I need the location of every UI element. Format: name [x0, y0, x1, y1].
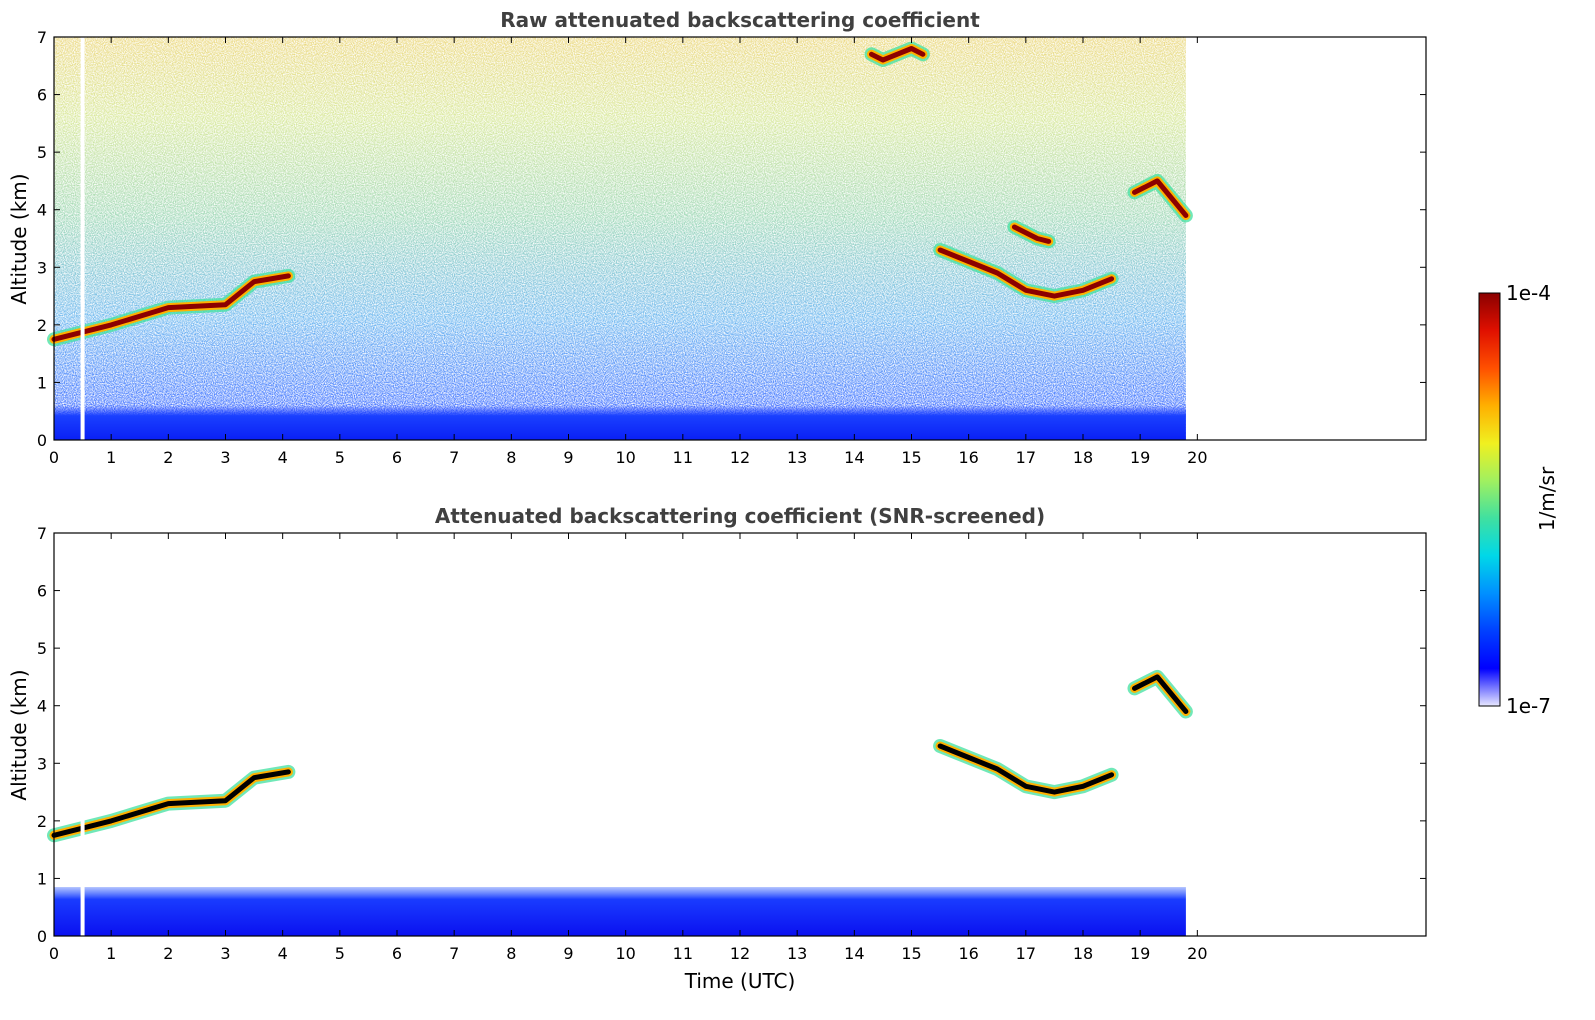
- raw-cloud-core: [51, 273, 291, 342]
- raw-x-tick-label: 14: [844, 448, 864, 467]
- raw-x-tick-label: 10: [615, 448, 635, 467]
- colorbar: 1e-4 1e-7 1/m/sr: [1478, 281, 1559, 718]
- snr-x-tick-label: 14: [844, 944, 864, 963]
- raw-y-tick-label: 3: [37, 258, 47, 277]
- raw-cloud-core: [1132, 178, 1189, 218]
- raw-x-tick-label: 11: [673, 448, 693, 467]
- snr-x-tick-label: 2: [163, 944, 173, 963]
- colorbar-min-label: 1e-7: [1506, 694, 1551, 718]
- snr-cloud-core: [1132, 674, 1189, 714]
- snr-y-tick-label: 3: [37, 754, 47, 773]
- raw-panel: Raw attenuated backscattering coefficien…: [7, 8, 1427, 467]
- raw-cloud-core: [937, 247, 1115, 299]
- raw-y-tick-label: 1: [37, 373, 47, 392]
- snr-heatmap: [47, 533, 1193, 936]
- raw-x-tick-label: 2: [163, 448, 173, 467]
- raw-y-label: Altitude (km): [7, 173, 31, 304]
- raw-noise-speckle: [54, 37, 1186, 440]
- raw-y-axis: 0 1 2 3 4 5 6 7: [37, 28, 1426, 450]
- raw-x-tick-label: 19: [1130, 448, 1150, 467]
- raw-x-tick-label: 0: [49, 448, 59, 467]
- snr-x-axis: 0 1 2 3 4 5 6 7 8 9 10 11 12 13 14 15 16 17 18 19 20: [49, 533, 1208, 963]
- raw-x-tick-label: 18: [1073, 448, 1093, 467]
- snr-y-tick-label: 7: [37, 524, 47, 543]
- raw-title: Raw attenuated backscattering coefficien…: [500, 8, 980, 32]
- snr-x-tick-label: 5: [335, 944, 345, 963]
- snr-x-tick-label: 8: [506, 944, 516, 963]
- raw-x-tick-label: 5: [335, 448, 345, 467]
- raw-y-tick-label: 5: [37, 143, 47, 162]
- snr-x-label: Time (UTC): [684, 969, 796, 993]
- snr-y-tick-label: 0: [37, 927, 47, 946]
- snr-x-tick-label: 9: [563, 944, 573, 963]
- snr-panel: Attenuated backscattering coefficient (S…: [7, 504, 1427, 993]
- colorbar-max-label: 1e-4: [1506, 281, 1551, 305]
- colorbar-unit-label: 1/m/sr: [1535, 466, 1559, 531]
- raw-heatmap: [47, 37, 1193, 440]
- snr-x-tick-label: 0: [49, 944, 59, 963]
- snr-y-axis: 0 1 2 3 4 5 6 7: [37, 524, 1426, 946]
- snr-title: Attenuated backscattering coefficient (S…: [435, 504, 1045, 528]
- snr-layer-boundary: [54, 887, 1186, 936]
- raw-x-tick-label: 17: [1016, 448, 1036, 467]
- snr-x-tick-label: 1: [106, 944, 116, 963]
- raw-x-tick-label: 16: [958, 448, 978, 467]
- snr-cloud-core: [51, 769, 291, 838]
- snr-x-tick-label: 7: [449, 944, 459, 963]
- raw-x-axis: 0 1 2 3 4 5 6 7 8 9 10 11 12 13 14 15 16 17 18 19 20: [49, 37, 1208, 467]
- snr-y-tick-label: 2: [37, 812, 47, 831]
- raw-x-tick-label: 1: [106, 448, 116, 467]
- snr-x-tick-label: 11: [673, 944, 693, 963]
- raw-x-tick-label: 3: [220, 448, 230, 467]
- raw-x-tick-label: 13: [787, 448, 807, 467]
- snr-x-tick-label: 18: [1073, 944, 1093, 963]
- raw-y-tick-label: 6: [37, 86, 47, 105]
- snr-x-tick-label: 6: [392, 944, 402, 963]
- raw-x-tick-label: 12: [730, 448, 750, 467]
- snr-x-tick-label: 19: [1130, 944, 1150, 963]
- raw-x-tick-label: 8: [506, 448, 516, 467]
- snr-y-tick-label: 6: [37, 582, 47, 601]
- snr-x-tick-label: 15: [901, 944, 921, 963]
- raw-y-tick-label: 7: [37, 28, 47, 47]
- snr-y-tick-label: 1: [37, 869, 47, 888]
- snr-x-tick-label: 13: [787, 944, 807, 963]
- snr-y-tick-label: 5: [37, 639, 47, 658]
- raw-cloud-core: [869, 46, 926, 63]
- snr-x-tick-label: 3: [220, 944, 230, 963]
- raw-data-gap: [80, 37, 85, 440]
- raw-y-tick-label: 4: [37, 201, 47, 220]
- raw-x-tick-label: 6: [392, 448, 402, 467]
- snr-x-tick-label: 4: [278, 944, 288, 963]
- snr-y-tick-label: 4: [37, 697, 47, 716]
- snr-x-tick-label: 12: [730, 944, 750, 963]
- snr-x-tick-label: 17: [1016, 944, 1036, 963]
- colorbar-gradient: [1478, 292, 1501, 707]
- raw-x-tick-label: 20: [1187, 448, 1207, 467]
- snr-cloud-core: [937, 743, 1115, 795]
- raw-cloud-core: [1011, 224, 1052, 244]
- raw-y-tick-label: 2: [37, 316, 47, 335]
- snr-data-gap: [80, 533, 85, 936]
- raw-x-tick-label: 4: [278, 448, 288, 467]
- raw-x-tick-label: 7: [449, 448, 459, 467]
- raw-x-tick-label: 9: [563, 448, 573, 467]
- raw-layer-boundary: [54, 405, 1186, 440]
- raw-x-tick-label: 15: [901, 448, 921, 467]
- snr-x-tick-label: 16: [958, 944, 978, 963]
- raw-y-tick-label: 0: [37, 431, 47, 450]
- snr-axes-frame: [53, 532, 1427, 937]
- snr-x-tick-label: 20: [1187, 944, 1207, 963]
- snr-y-label: Altitude (km): [7, 669, 31, 800]
- snr-x-tick-label: 10: [615, 944, 635, 963]
